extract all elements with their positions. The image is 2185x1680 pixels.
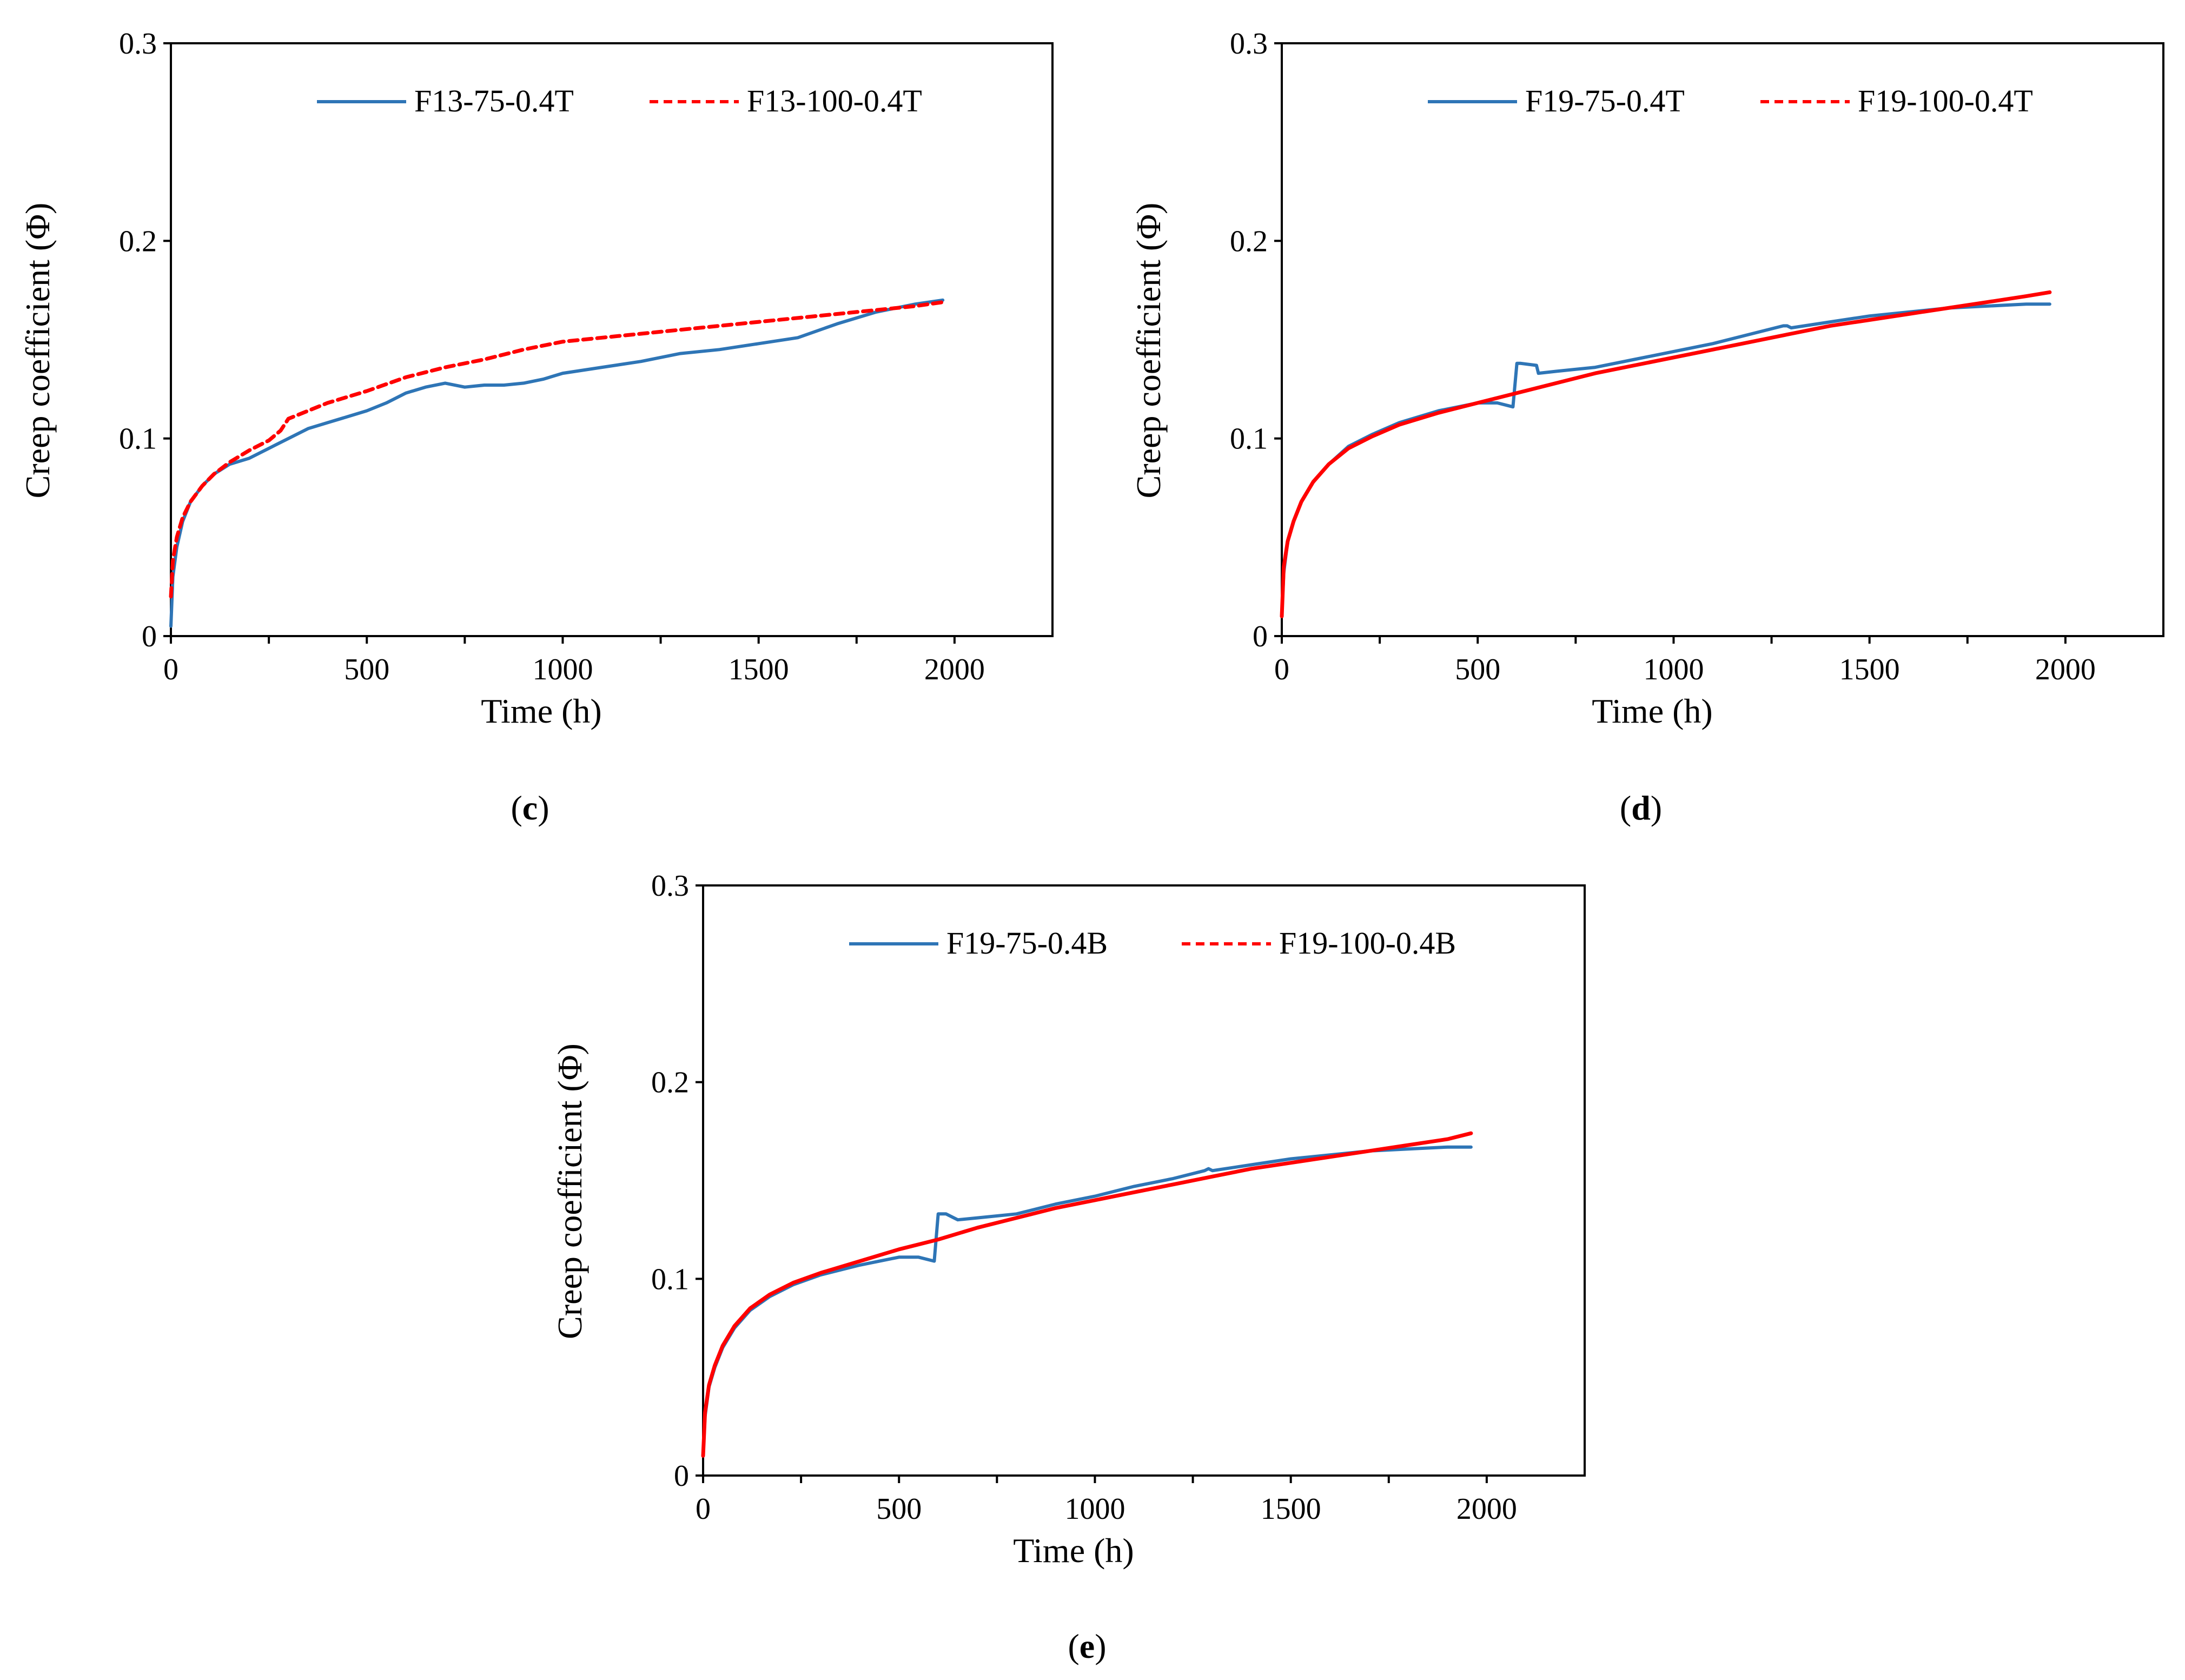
legend-label: F19-100-0.4B — [1279, 925, 1456, 961]
series-line-f19-100-0.4b — [701, 1131, 1473, 1458]
y-tick-label: 0.3 — [119, 27, 157, 61]
x-tick-label: 0 — [696, 1492, 711, 1526]
y-tick-label: 0.1 — [1230, 422, 1268, 456]
chart-panel-c: 0 0.1 0.2 0.3 0 500 1000 1500 2000 Time (h) Creep … — [18, 27, 1054, 827]
x-tick-label: 1000 — [532, 653, 593, 686]
panel-label: (e) — [1068, 1627, 1106, 1665]
x-tick-label: 1000 — [1064, 1492, 1125, 1526]
y-tick-label: 0.1 — [119, 422, 157, 456]
series-line-f13-75-0.4t — [169, 298, 945, 628]
y-axis-title: Creep coefficient (Φ) — [551, 1043, 589, 1339]
x-tick-label: 2000 — [924, 653, 985, 686]
x-tick-label: 2000 — [1456, 1492, 1517, 1526]
y-tick-label: 0.2 — [1230, 224, 1268, 258]
y-tick-label: 0 — [1253, 620, 1268, 653]
x-tick-label: 1500 — [1261, 1492, 1321, 1526]
legend-label: F19-75-0.4T — [1525, 83, 1685, 118]
x-tick-label: 2000 — [2035, 653, 2096, 686]
panel-label: (d) — [1620, 789, 1662, 827]
y-tick-label: 0.3 — [651, 869, 689, 903]
x-axis-title: Time (h) — [1592, 692, 1712, 730]
legend-label: F19-100-0.4T — [1858, 83, 2033, 118]
y-tick-label: 0.1 — [651, 1262, 689, 1296]
plot-frame — [170, 42, 1054, 637]
series-line-f19-100-0.4t — [1280, 290, 2052, 618]
x-tick-label: 1000 — [1643, 653, 1704, 686]
x-tick-label: 0 — [1274, 653, 1289, 686]
panel-label: (c) — [511, 789, 549, 827]
x-tick-label: 500 — [344, 653, 389, 686]
legend-label: F19-75-0.4B — [946, 925, 1108, 961]
x-tick-label: 0 — [163, 653, 178, 686]
series-line-f19-75-0.4b — [701, 1145, 1473, 1458]
plot-frame — [702, 884, 1586, 1477]
x-tick-label: 500 — [1455, 653, 1500, 686]
y-tick-label: 0 — [674, 1459, 689, 1493]
y-tick-label: 0 — [142, 620, 157, 653]
legend-label: F13-100-0.4T — [747, 83, 922, 118]
y-tick-label: 0.2 — [651, 1066, 689, 1100]
y-axis-title: Creep coefficient (Φ) — [18, 203, 57, 499]
plot-frame — [1281, 42, 2164, 637]
chart-panel-e: 0 0.1 0.2 0.3 0 500 1000 1500 2000 Time (h) Creep … — [551, 869, 1586, 1665]
chart-panel-d: 0 0.1 0.2 0.3 0 500 1000 1500 2000 Time (h) Creep … — [1129, 27, 2164, 827]
y-tick-label: 0.3 — [1230, 27, 1268, 61]
x-tick-label: 1500 — [1839, 653, 1900, 686]
y-tick-label: 0.2 — [119, 224, 157, 258]
x-axis-title: Time (h) — [481, 692, 601, 730]
x-tick-label: 500 — [876, 1492, 922, 1526]
series-line-f19-75-0.4t — [1280, 302, 2051, 618]
y-axis-title: Creep coefficient (Φ) — [1129, 203, 1168, 499]
series-line-f13-100-0.4t — [169, 300, 945, 599]
x-axis-title: Time (h) — [1013, 1531, 1134, 1570]
legend-label: F13-75-0.4T — [414, 83, 574, 118]
x-tick-label: 1500 — [729, 653, 789, 686]
